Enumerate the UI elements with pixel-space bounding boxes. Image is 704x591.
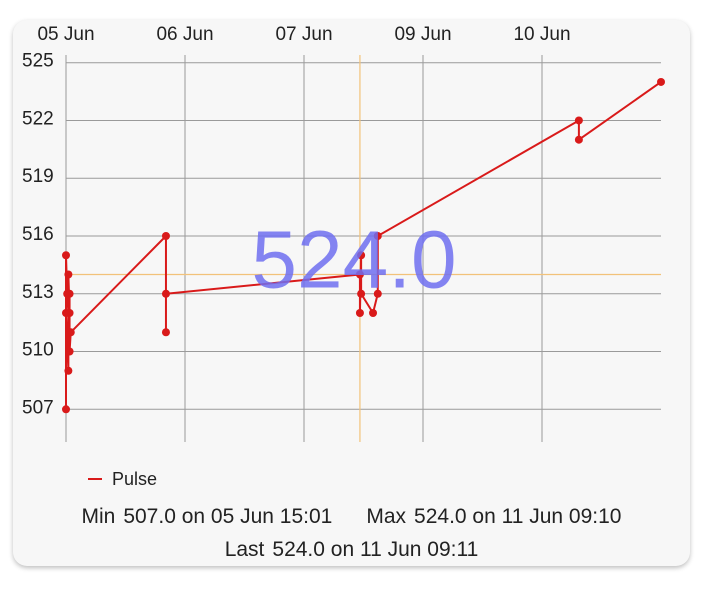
legend-label: Pulse (112, 469, 157, 489)
y-tick-label: 507 (22, 397, 54, 418)
data-point (373, 289, 382, 298)
data-point (66, 328, 75, 337)
data-point (62, 405, 70, 414)
stat-value: 507.0 on 05 Jun 15:01 (123, 505, 333, 528)
y-tick-label: 513 (22, 282, 54, 303)
data-point (574, 116, 583, 125)
data-point (369, 309, 378, 317)
stat-label: Max (366, 505, 407, 528)
data-point (65, 309, 74, 317)
data-point (62, 251, 70, 260)
data-point (64, 366, 73, 375)
stats-row: Min 507.0 on 05 Jun 15:01 Max 524.0 on 11 J… (13, 505, 690, 529)
y-tick-label: 519 (22, 166, 54, 187)
y-tick-label: 522 (22, 108, 54, 129)
x-tick-label: 05 Jun (37, 24, 94, 45)
stat-value: 524.0 on 11 Jun 09:10 (414, 505, 622, 528)
x-tick-label: 06 Jun (156, 24, 213, 45)
data-point (355, 309, 364, 317)
data-point (373, 231, 382, 240)
stats-row: Last 524.0 on 11 Jun 09:11 (13, 538, 690, 562)
data-point (161, 328, 170, 337)
data-point (357, 289, 366, 298)
data-point (357, 251, 366, 260)
data-point (161, 289, 170, 298)
stat-value: 524.0 on 11 Jun 09:11 (272, 538, 479, 561)
data-point (65, 347, 74, 356)
data-point (574, 135, 583, 144)
data-point (161, 231, 170, 240)
stat-label: Min (81, 505, 116, 528)
y-tick-label: 525 (22, 51, 54, 72)
x-tick-label: 07 Jun (275, 24, 332, 45)
x-tick-label: 10 Jun (513, 24, 570, 45)
chart-card (13, 20, 690, 566)
y-tick-label: 516 (22, 224, 54, 245)
data-point (355, 270, 364, 279)
y-tick-label: 510 (22, 340, 54, 361)
x-tick-label: 09 Jun (394, 24, 451, 45)
data-point (65, 289, 74, 298)
highlight-value: 524.0 (251, 215, 456, 306)
stat-label: Last (224, 538, 265, 561)
data-point (657, 77, 665, 86)
data-point (64, 270, 73, 279)
